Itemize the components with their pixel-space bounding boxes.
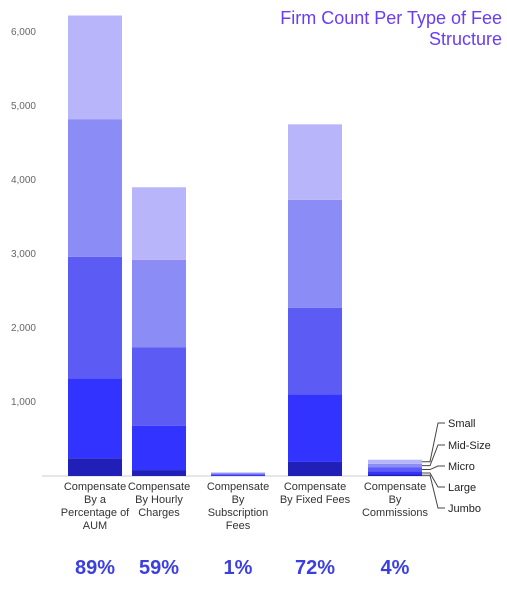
bar-segment-mid-size bbox=[132, 259, 186, 348]
legend-leader-line bbox=[422, 474, 445, 509]
legend-leader-line bbox=[422, 422, 445, 463]
bar-segment-large bbox=[211, 474, 265, 476]
category-label: By a bbox=[84, 494, 107, 506]
bar-segment-micro bbox=[368, 467, 422, 472]
bar-segment-large bbox=[288, 394, 342, 462]
category-label: By bbox=[232, 494, 245, 506]
bar-segment-jumbo bbox=[132, 470, 186, 476]
bar-segment-mid-size bbox=[288, 199, 342, 308]
legend-leader-line bbox=[422, 465, 445, 471]
legend-label-jumbo: Jumbo bbox=[448, 503, 481, 515]
category-label: Percentage of bbox=[61, 507, 130, 519]
bar-segment-mid-size bbox=[368, 463, 422, 468]
bar-segment-large bbox=[68, 378, 122, 459]
category-label: By bbox=[389, 494, 402, 506]
y-tick-label: 2,000 bbox=[11, 323, 36, 334]
percentage-label: 1% bbox=[224, 557, 253, 579]
category-label: Compensate bbox=[64, 481, 126, 493]
category-label: Subscription bbox=[208, 507, 269, 519]
bar-segment-small bbox=[68, 15, 122, 120]
percentage-label: 89% bbox=[75, 557, 115, 579]
chart-title: Firm Count Per Type of Fee Structure bbox=[280, 8, 502, 49]
bar-segment-small bbox=[211, 472, 265, 473]
y-tick-label: 1,000 bbox=[11, 397, 36, 408]
category-label: By Fixed Fees bbox=[280, 494, 351, 506]
bar-segment-large bbox=[132, 425, 186, 471]
bar-segment-small bbox=[288, 124, 342, 200]
category-label: Charges bbox=[138, 507, 180, 519]
category-label: AUM bbox=[83, 520, 107, 532]
bar-segment-small bbox=[132, 187, 186, 260]
bar-segment-jumbo bbox=[288, 461, 342, 476]
percentage-label: 4% bbox=[381, 557, 410, 579]
y-tick-label: 5,000 bbox=[11, 101, 36, 112]
bar-segment-small bbox=[368, 459, 422, 464]
bar-segment-mid-size bbox=[68, 119, 122, 257]
category-label: Compensate bbox=[284, 481, 346, 493]
legend-label-micro: Micro bbox=[448, 461, 475, 473]
bar-segment-mid-size bbox=[211, 472, 265, 474]
category-label: Fees bbox=[226, 520, 251, 532]
bar-segment-jumbo bbox=[368, 474, 422, 476]
bar-segment-micro bbox=[211, 473, 265, 475]
bar-segment-large bbox=[368, 471, 422, 475]
legend-leader-line bbox=[422, 444, 445, 467]
legend-leader-line bbox=[422, 472, 445, 488]
y-tick-label: 6,000 bbox=[11, 27, 36, 38]
bar-segment-jumbo bbox=[68, 458, 122, 476]
percentage-label: 59% bbox=[139, 557, 179, 579]
legend-label-large: Large bbox=[448, 482, 476, 494]
bar-segment-micro bbox=[68, 256, 122, 379]
percentage-label: 72% bbox=[295, 557, 335, 579]
bar-segment-micro bbox=[288, 307, 342, 395]
category-label: Commissions bbox=[362, 507, 429, 519]
category-label: Compensate bbox=[364, 481, 426, 493]
legend-label-small: Small bbox=[448, 418, 476, 430]
y-tick-label: 3,000 bbox=[11, 249, 36, 260]
y-tick-label: 4,000 bbox=[11, 175, 36, 186]
category-label: By Hourly bbox=[135, 494, 183, 506]
category-label: Compensate bbox=[207, 481, 269, 493]
category-label: Compensate bbox=[128, 481, 190, 493]
legend-label-mid-size: Mid-Size bbox=[448, 440, 491, 452]
bar-segment-micro bbox=[132, 347, 186, 426]
